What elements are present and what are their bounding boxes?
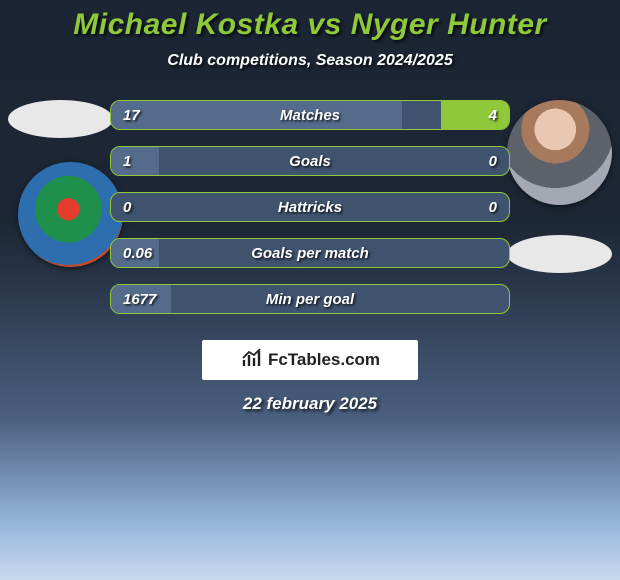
club-left-badge [18, 162, 123, 267]
stats-area: 174Matches 10Goals 00Hattricks 0.06Goals pe… [0, 100, 620, 330]
stat-label: Min per goal [111, 285, 509, 313]
stat-label: Hattricks [111, 193, 509, 221]
page-subtitle: Club competitions, Season 2024/2025 [0, 52, 620, 70]
stat-label: Goals per match [111, 239, 509, 267]
watermark-text: FcTables.com [268, 350, 380, 370]
comparison-date: 22 february 2025 [0, 394, 620, 414]
stat-row: 174Matches [110, 100, 510, 130]
stat-row: 1677Min per goal [110, 284, 510, 314]
bar-chart-icon [240, 346, 264, 375]
stat-row: 00Hattricks [110, 192, 510, 222]
comparison-card: Michael Kostka vs Nyger Hunter Club comp… [0, 0, 620, 580]
stat-label: Matches [111, 101, 509, 129]
club-right-placeholder [507, 235, 612, 273]
stat-row: 0.06Goals per match [110, 238, 510, 268]
player-left-placeholder [8, 100, 113, 138]
stat-rows: 174Matches 10Goals 00Hattricks 0.06Goals pe… [110, 100, 510, 314]
stat-row: 10Goals [110, 146, 510, 176]
watermark-badge: FcTables.com [202, 340, 418, 380]
player-right-avatar [507, 100, 612, 205]
stat-label: Goals [111, 147, 509, 175]
page-title: Michael Kostka vs Nyger Hunter [0, 8, 620, 42]
